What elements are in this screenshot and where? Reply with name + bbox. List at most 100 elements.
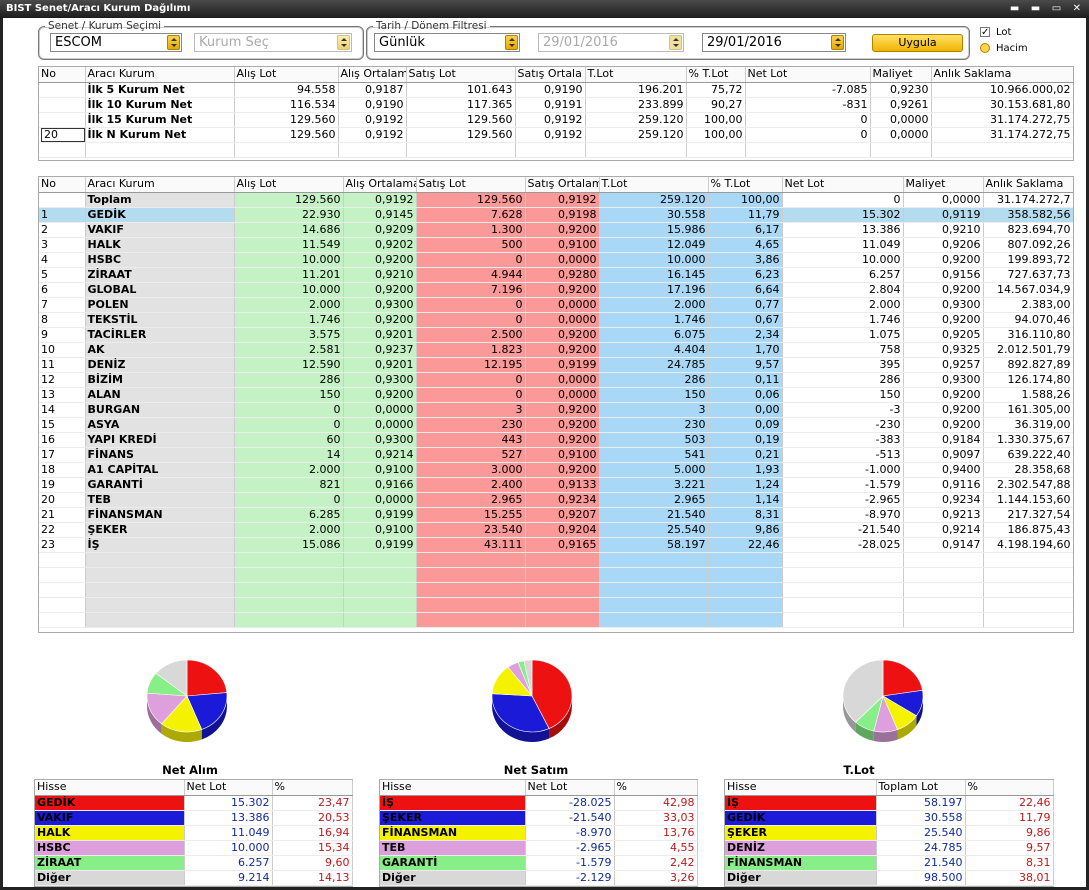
summary-row[interactable]: HSBC 10.000 15,34 [35,840,353,856]
hacim-radio[interactable]: Hacim [980,43,1040,55]
table-row[interactable]: Toplam 129.560 0,9192 129.560 0,9192 259.120 1… [39,192,1073,208]
table-cell: 0,0000 [525,372,600,388]
summary-row[interactable]: FİNANSMAN 21.540 8,31 [725,855,1054,871]
summary-header[interactable]: Net Lot [184,780,273,796]
broker-table-header[interactable]: % T.Lot [708,177,783,193]
top-table-header[interactable]: No [39,67,86,83]
broker-table-header[interactable]: No [39,177,86,193]
table-row[interactable]: 23 İŞ 15.086 0,9199 43.111 0,9165 58.197 22,46-… [39,537,1073,553]
summary-row[interactable]: ŞEKER 25.540 9,86 [725,825,1054,841]
summary-row[interactable]: FİNANSMAN -8.970 13,76 [380,825,698,841]
summary-row[interactable]: İŞ 58.197 22,46 [725,795,1054,811]
table-row[interactable]: 2 VAKIF 14.686 0,9209 1.300 0,9200 15.986 6,17 1… [39,222,1073,238]
calendar-icon[interactable] [669,35,682,50]
table-row[interactable]: 16 YAPI KREDİ 60 0,9300 443 0,9200 503 0,19 -383… [39,432,1073,448]
table-row[interactable]: 20 İlk N Kurum Net 129.560 0,9192 129.560 0,9… [39,127,1073,143]
lot-checkbox[interactable]: ✓ Lot [980,27,1030,39]
table-row[interactable]: 9 TACİRLER 3.575 0,9201 2.500 0,9200 6.075 2,34… [39,327,1073,343]
summary-row[interactable]: İŞ -28.025 42,98 [380,795,698,811]
broker-table-header[interactable]: Satış Ortalam [525,177,600,193]
summary-row[interactable]: Diğer 98.500 38,01 [725,870,1054,886]
table-row[interactable]: 17 FİNANS 14 0,9214 527 0,9100 541 0,21 -513 0,90… [39,447,1073,463]
summary-header[interactable]: % [272,780,353,796]
broker-table-header[interactable]: Alış Ortalama [343,177,417,193]
table-row[interactable]: 18 A1 CAPİTAL 2.000 0,9100 3.000 0,9200 5.000 1… [39,462,1073,478]
top-table-header[interactable]: Net Lot [745,67,871,83]
table-row[interactable]: 22 ŞEKER 2.000 0,9100 23.540 0,9204 25.540 9,86… [39,522,1073,538]
table-row[interactable]: İlk 5 Kurum Net 94.558 0,9187 101.643 0,9190… [39,82,1073,98]
table-cell: 7 [39,297,86,313]
top-table-header[interactable]: Satış Lot [406,67,516,83]
summary-header[interactable]: Hisse [380,780,526,796]
table-row[interactable]: 12 BİZİM 286 0,9300 0 0,0000 286 0,11 286 0,9300 1… [39,372,1073,388]
start-date-field[interactable]: 29/01/2016 [538,33,684,52]
summary-header[interactable]: % [614,780,698,796]
summary-row[interactable]: Diğer -2.129 3,26 [380,870,698,886]
dropdown-arrow-icon[interactable] [167,35,180,50]
summary-row[interactable]: DENİZ 24.785 9,57 [725,840,1054,856]
end-date-field[interactable]: 29/01/2016 [702,33,846,52]
summary-row[interactable]: GARANTİ -1.579 2,42 [380,855,698,871]
broker-table-header[interactable]: Anlık Saklama [983,177,1073,193]
top-table-header[interactable]: Satış Ortala [515,67,586,83]
summary-row[interactable]: ZİRAAT 6.257 9,60 [35,855,353,871]
radio-icon[interactable] [980,43,990,53]
table-cell: 31.174.272,75 [931,127,1073,143]
table-row[interactable]: 11 DENİZ 12.590 0,9201 12.195 0,9199 24.785 9,5… [39,357,1073,373]
broker-table-header[interactable]: T.Lot [599,177,709,193]
checkmark-icon[interactable]: ✓ [980,27,990,38]
top-table-header[interactable]: Maliyet [870,67,932,83]
top-table-header[interactable]: Alış Ortalama [338,67,407,83]
senet-select[interactable]: ESCOM [50,33,182,52]
broker-table-header[interactable]: Maliyet [903,177,984,193]
window-controls[interactable]: ▬ ▬ ▭ ✕ [1009,3,1085,14]
summary-header[interactable]: Hisse [35,780,185,796]
table-row[interactable]: 15 ASYA 0 0,0000 230 0,9200 230 0,09 -230 0,9200 3… [39,417,1073,433]
table-row[interactable]: 20 TEB 0 0,0000 2.965 0,9234 2.965 1,14 -2.965 0,… [39,492,1073,508]
apply-button[interactable]: Uygula [872,34,963,52]
broker-table-header[interactable]: Aracı Kurum [85,177,235,193]
table-row[interactable]: 4 HSBC 10.000 0,9200 0 0,0000 10.000 3,86 10.000… [39,252,1073,268]
summary-header[interactable]: Hisse [725,780,877,796]
summary-header[interactable]: Net Lot [525,780,615,796]
table-row[interactable]: 13 ALAN 150 0,9200 0 0,0000 150 0,06 150 0,9200 1.… [39,387,1073,403]
dropdown-arrow-icon[interactable] [337,35,350,50]
summary-row[interactable]: GEDİK 15.302 23,47 [35,795,353,811]
dropdown-arrow-icon[interactable] [831,35,844,50]
summary-row[interactable]: TEB -2.965 4,55 [380,840,698,856]
top-table-header[interactable]: Aracı Kurum [85,67,235,83]
dropdown-arrow-icon[interactable] [505,35,518,50]
summary-row[interactable]: HALK 11.049 16,94 [35,825,353,841]
kurum-select[interactable]: Kurum Seç [194,33,352,52]
broker-table-header[interactable]: Alış Lot [234,177,344,193]
table-row[interactable]: İlk 15 Kurum Net 129.560 0,9192 129.560 0,91… [39,112,1073,128]
table-row[interactable]: 14 BURGAN 0 0,0000 3 0,9200 3 0,00 -3 0,9200 161.3… [39,402,1073,418]
summary-header[interactable]: % [965,780,1054,796]
summary-row[interactable]: VAKIF 13.386 20,53 [35,810,353,826]
top-table-header[interactable]: Anlık Saklama [931,67,1073,83]
broker-table-header[interactable]: Satış Lot [416,177,526,193]
summary-row[interactable]: ŞEKER -21.540 33,03 [380,810,698,826]
table-row[interactable]: 8 TEKSTİL 1.746 0,9200 0 0,0000 1.746 0,67 1.746… [39,312,1073,328]
table-row[interactable]: 3 HALK 11.549 0,9202 500 0,9100 12.049 4,65 11.0… [39,237,1073,253]
table-row[interactable]: 1 GEDİK 22.930 0,9145 7.628 0,9198 30.558 11,79… [39,207,1073,223]
table-row[interactable]: 7 POLEN 2.000 0,9300 0 0,0000 2.000 0,77 2.000 0,… [39,297,1073,313]
top-table-header[interactable]: % T.Lot [686,67,746,83]
table-row[interactable]: 21 FİNANSMAN 6.285 0,9199 15.255 0,9207 21.540… [39,507,1073,523]
summary-row[interactable]: Diğer 9.214 14,13 [35,870,353,886]
table-row[interactable]: 5 ZİRAAT 11.201 0,9210 4.944 0,9280 16.145 6,23… [39,267,1073,283]
pie-slice-side [201,696,227,740]
summary-header[interactable]: Toplam Lot [876,780,966,796]
table-row[interactable]: 10 AK 2.581 0,9237 1.823 0,9200 4.404 1,70 758 0,… [39,342,1073,358]
table-row[interactable]: İlk 10 Kurum Net 116.534 0,9190 117.365 0,91… [39,97,1073,113]
period-select[interactable]: Günlük [374,33,520,52]
table-cell: 0,9207 [525,507,600,523]
table-row[interactable]: 6 GLOBAL 10.000 0,9200 7.196 0,9200 17.196 6,64… [39,282,1073,298]
table-row[interactable]: 19 GARANTİ 821 0,9166 2.400 0,9133 3.221 1,24 -1… [39,477,1073,493]
top-n-input[interactable]: 20 [41,127,84,141]
top-table-header[interactable]: T.Lot [585,67,687,83]
table-cell: 0,9237 [343,342,417,358]
summary-row[interactable]: GEDİK 30.558 11,79 [725,810,1054,826]
top-table-header[interactable]: Alış Lot [234,67,339,83]
broker-table-header[interactable]: Net Lot [782,177,904,193]
